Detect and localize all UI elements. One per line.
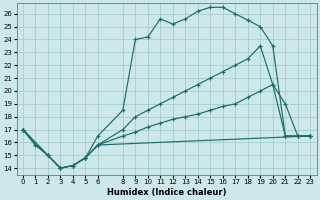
X-axis label: Humidex (Indice chaleur): Humidex (Indice chaleur): [107, 188, 226, 197]
